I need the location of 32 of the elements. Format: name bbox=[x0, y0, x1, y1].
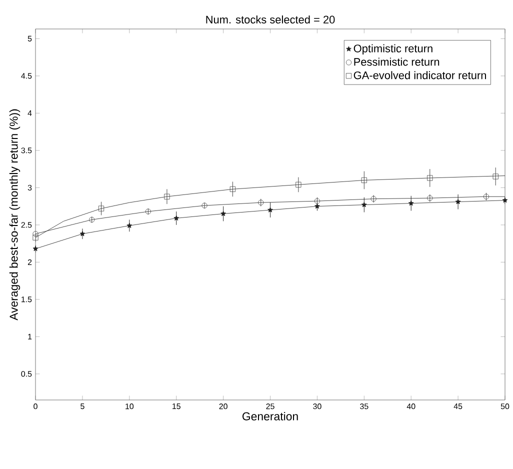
legend-label: Optimistic return bbox=[354, 44, 432, 55]
point bbox=[296, 182, 302, 188]
point bbox=[268, 207, 273, 212]
point bbox=[89, 216, 95, 222]
point bbox=[502, 198, 508, 203]
point bbox=[258, 200, 264, 206]
point bbox=[361, 202, 367, 208]
point bbox=[314, 203, 320, 209]
point bbox=[220, 210, 226, 216]
point bbox=[483, 194, 490, 200]
point bbox=[202, 202, 208, 208]
point bbox=[145, 208, 151, 214]
point bbox=[174, 215, 180, 221]
x-axis-title: Generation bbox=[242, 412, 298, 420]
point bbox=[32, 246, 38, 252]
point bbox=[361, 177, 367, 184]
point bbox=[455, 199, 461, 204]
point bbox=[126, 222, 132, 228]
point bbox=[314, 198, 320, 204]
legend-label: GA-evolved indicator return bbox=[354, 71, 486, 80]
legend-label: Pessimistic return bbox=[354, 58, 440, 66]
chart-title: Num. stocks selected = 20 bbox=[206, 15, 335, 24]
point bbox=[164, 194, 170, 200]
point bbox=[98, 206, 104, 212]
y-axis-title: Averaged best-so-far (monthly return (%)) bbox=[9, 109, 20, 320]
point bbox=[370, 196, 376, 202]
point bbox=[80, 231, 86, 236]
point bbox=[230, 186, 236, 192]
point bbox=[408, 200, 414, 206]
point bbox=[427, 175, 433, 181]
point bbox=[492, 174, 498, 180]
point bbox=[427, 195, 433, 201]
